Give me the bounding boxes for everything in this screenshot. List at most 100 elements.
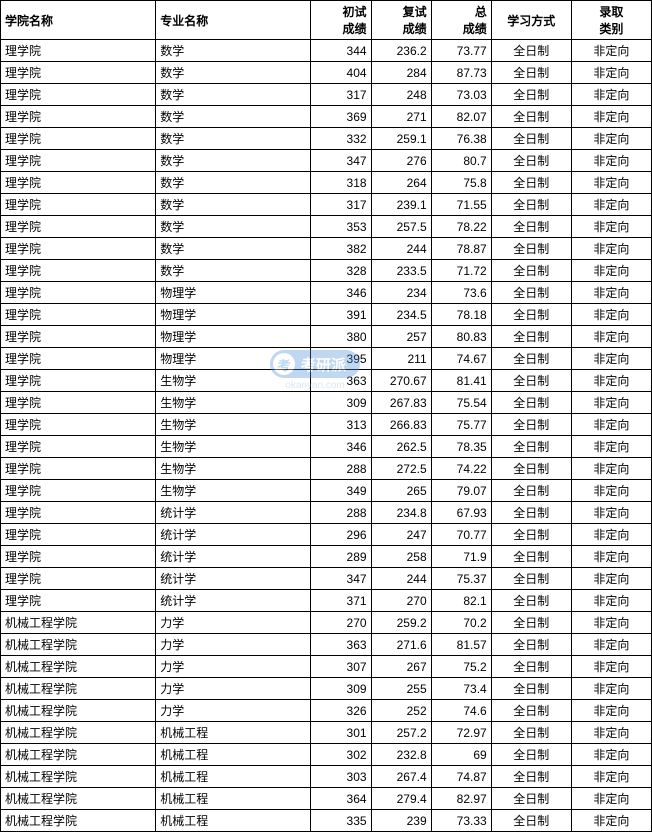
table-cell: 82.07 xyxy=(431,106,491,128)
table-cell: 全日制 xyxy=(491,370,571,392)
table-cell: 247 xyxy=(371,524,431,546)
table-cell: 数学 xyxy=(156,40,311,62)
table-cell: 数学 xyxy=(156,172,311,194)
table-cell: 全日制 xyxy=(491,766,571,788)
header-major: 专业名称 xyxy=(156,1,311,40)
table-cell: 理学院 xyxy=(1,480,156,502)
table-cell: 数学 xyxy=(156,62,311,84)
table-cell: 机械工程学院 xyxy=(1,678,156,700)
table-cell: 非定向 xyxy=(571,700,651,722)
table-cell: 非定向 xyxy=(571,348,651,370)
header-type: 录取类别 xyxy=(571,1,651,40)
table-cell: 统计学 xyxy=(156,568,311,590)
table-cell: 335 xyxy=(311,810,371,832)
table-cell: 73.4 xyxy=(431,678,491,700)
table-cell: 理学院 xyxy=(1,106,156,128)
table-cell: 257 xyxy=(371,326,431,348)
table-cell: 非定向 xyxy=(571,458,651,480)
table-row: 理学院物理学391234.578.18全日制非定向 xyxy=(1,304,652,326)
table-cell: 全日制 xyxy=(491,634,571,656)
table-cell: 369 xyxy=(311,106,371,128)
table-cell: 271 xyxy=(371,106,431,128)
table-cell: 力学 xyxy=(156,612,311,634)
table-cell: 255 xyxy=(371,678,431,700)
table-cell: 非定向 xyxy=(571,106,651,128)
table-cell: 82.97 xyxy=(431,788,491,810)
table-cell: 80.83 xyxy=(431,326,491,348)
table-cell: 74.87 xyxy=(431,766,491,788)
table-cell: 296 xyxy=(311,524,371,546)
table-cell: 344 xyxy=(311,40,371,62)
table-cell: 81.41 xyxy=(431,370,491,392)
table-cell: 机械工程学院 xyxy=(1,810,156,832)
table-cell: 288 xyxy=(311,502,371,524)
table-row: 理学院生物学313266.8375.77全日制非定向 xyxy=(1,414,652,436)
table-cell: 272.5 xyxy=(371,458,431,480)
table-row: 理学院统计学34724475.37全日制非定向 xyxy=(1,568,652,590)
table-cell: 276 xyxy=(371,150,431,172)
header-mode: 学习方式 xyxy=(491,1,571,40)
table-cell: 81.57 xyxy=(431,634,491,656)
table-cell: 80.7 xyxy=(431,150,491,172)
table-cell: 数学 xyxy=(156,260,311,282)
table-cell: 非定向 xyxy=(571,788,651,810)
table-cell: 力学 xyxy=(156,700,311,722)
table-cell: 非定向 xyxy=(571,282,651,304)
table-cell: 机械工程学院 xyxy=(1,744,156,766)
table-body: 理学院数学344236.273.77全日制非定向理学院数学40428487.73… xyxy=(1,40,652,832)
table-cell: 73.33 xyxy=(431,810,491,832)
table-cell: 非定向 xyxy=(571,172,651,194)
table-cell: 267 xyxy=(371,656,431,678)
table-cell: 380 xyxy=(311,326,371,348)
table-row: 理学院数学31826475.8全日制非定向 xyxy=(1,172,652,194)
table-cell: 全日制 xyxy=(491,678,571,700)
table-cell: 全日制 xyxy=(491,84,571,106)
table-cell: 理学院 xyxy=(1,172,156,194)
table-cell: 全日制 xyxy=(491,810,571,832)
admission-table: 学院名称 专业名称 初试成绩 复试成绩 总成绩 学习方式 录取类别 理学院数学3… xyxy=(0,0,652,832)
table-cell: 258 xyxy=(371,546,431,568)
table-cell: 78.87 xyxy=(431,238,491,260)
table-row: 机械工程学院机械工程33523973.33全日制非定向 xyxy=(1,810,652,832)
table-cell: 全日制 xyxy=(491,546,571,568)
table-cell: 理学院 xyxy=(1,304,156,326)
table-cell: 349 xyxy=(311,480,371,502)
table-cell: 全日制 xyxy=(491,612,571,634)
table-cell: 非定向 xyxy=(571,392,651,414)
table-cell: 233.5 xyxy=(371,260,431,282)
table-cell: 302 xyxy=(311,744,371,766)
header-score1: 初试成绩 xyxy=(311,1,371,40)
table-cell: 全日制 xyxy=(491,238,571,260)
table-cell: 391 xyxy=(311,304,371,326)
table-cell: 全日制 xyxy=(491,326,571,348)
table-cell: 统计学 xyxy=(156,546,311,568)
table-cell: 非定向 xyxy=(571,480,651,502)
table-cell: 257.5 xyxy=(371,216,431,238)
table-cell: 非定向 xyxy=(571,304,651,326)
table-cell: 全日制 xyxy=(491,436,571,458)
table-cell: 259.1 xyxy=(371,128,431,150)
table-row: 理学院物理学38025780.83全日制非定向 xyxy=(1,326,652,348)
table-cell: 理学院 xyxy=(1,502,156,524)
table-cell: 全日制 xyxy=(491,480,571,502)
table-cell: 76.38 xyxy=(431,128,491,150)
table-cell: 239 xyxy=(371,810,431,832)
table-cell: 非定向 xyxy=(571,40,651,62)
table-cell: 理学院 xyxy=(1,392,156,414)
table-cell: 全日制 xyxy=(491,216,571,238)
table-cell: 非定向 xyxy=(571,766,651,788)
table-cell: 生物学 xyxy=(156,480,311,502)
table-row: 理学院数学317239.171.55全日制非定向 xyxy=(1,194,652,216)
table-cell: 267.4 xyxy=(371,766,431,788)
table-cell: 382 xyxy=(311,238,371,260)
table-cell: 75.2 xyxy=(431,656,491,678)
table-cell: 全日制 xyxy=(491,62,571,84)
table-cell: 全日制 xyxy=(491,656,571,678)
table-cell: 物理学 xyxy=(156,348,311,370)
table-cell: 全日制 xyxy=(491,414,571,436)
table-cell: 机械工程学院 xyxy=(1,656,156,678)
table-cell: 271.6 xyxy=(371,634,431,656)
table-cell: 数学 xyxy=(156,106,311,128)
table-cell: 318 xyxy=(311,172,371,194)
table-cell: 332 xyxy=(311,128,371,150)
